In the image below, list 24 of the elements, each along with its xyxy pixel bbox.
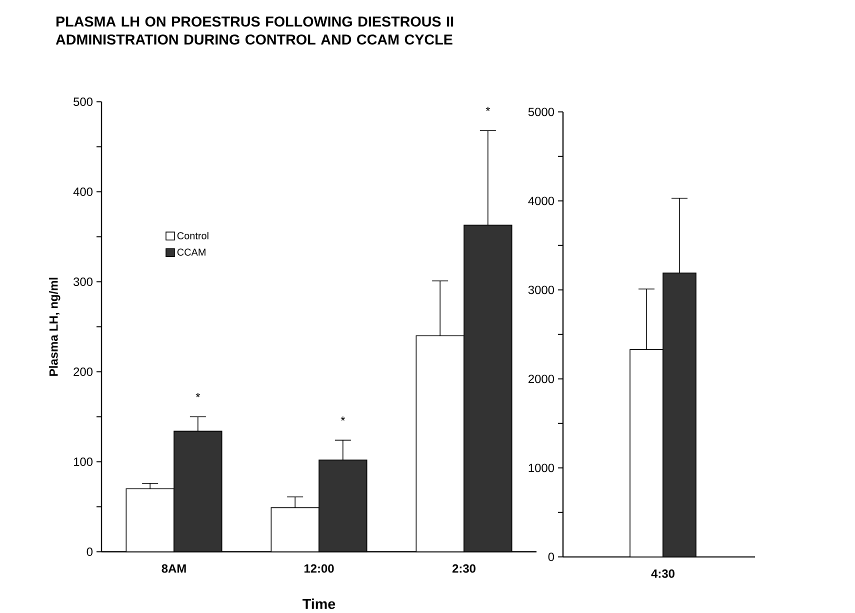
chart-title: PLASMA LH ON PROESTRUS FOLLOWING DIESTROUS II ADMINISTRATION DURING CONTROL AND CCAM CYCLE	[56, 16, 454, 45]
y-tick-label: 5000	[528, 108, 554, 116]
x-tick-label: 4:30	[651, 569, 674, 578]
y-tick-label: 4000	[528, 196, 554, 206]
y-tick-label: 3000	[528, 286, 554, 294]
y-tick-label: 100	[74, 458, 93, 466]
y-tick-label: 200	[74, 368, 93, 376]
x-axis-title: Time	[302, 598, 336, 610]
legend-label: CCAM	[177, 248, 206, 256]
y-tick-label: 0	[548, 552, 554, 562]
y-tick-label: 2000	[528, 374, 554, 384]
y-tick-label: 0	[86, 548, 93, 556]
y-tick-label: 300	[74, 278, 93, 286]
y-tick-label: 500	[74, 98, 93, 106]
x-tick-label: 8AM	[162, 564, 186, 573]
y-tick-label: 400	[73, 188, 93, 196]
legend-label: Control	[177, 232, 208, 240]
annotation: *	[196, 393, 200, 398]
y-axis-title: Plasma LH, ng/ml	[49, 278, 60, 376]
x-tick-label: 12:00	[304, 564, 334, 573]
annotation: *	[340, 416, 346, 421]
y-tick-label: 1000	[528, 464, 554, 472]
x-tick-label: 2:30	[452, 564, 476, 573]
annotation: *	[486, 106, 490, 112]
